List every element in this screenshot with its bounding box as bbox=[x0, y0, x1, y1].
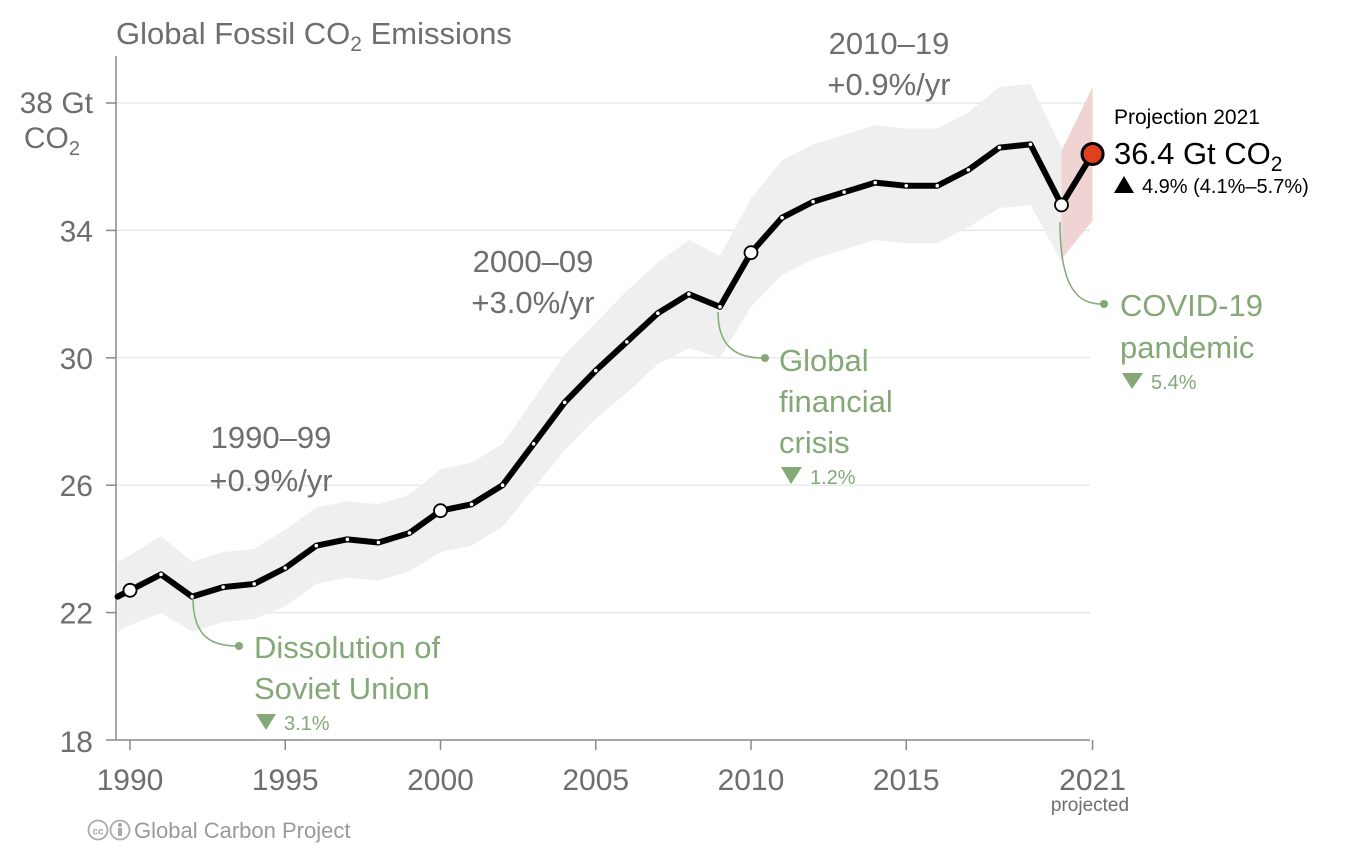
svg-text:COVID-19: COVID-19 bbox=[1120, 288, 1263, 323]
y-tick-label-22: 22 bbox=[60, 598, 93, 631]
y-axis-top-label: 38 Gt bbox=[20, 87, 94, 120]
data-point-1996 bbox=[314, 543, 319, 548]
period-annotation-1990s: 1990–99 +0.9%/yr bbox=[209, 420, 332, 498]
period-annotation-2010s: 2010–19 +0.9%/yr bbox=[827, 26, 950, 102]
data-point-2012 bbox=[811, 199, 815, 204]
y-tick-labels: 22 26 30 34 bbox=[60, 215, 93, 630]
svg-text:5.4%: 5.4% bbox=[1151, 372, 1197, 394]
x-tick-label-1995: 1995 bbox=[252, 764, 319, 797]
chart-title: Global Fossil CO2 Emissions bbox=[116, 16, 512, 56]
svg-text:2000–09: 2000–09 bbox=[473, 244, 594, 279]
event-covid-19: COVID-19 pandemic 5.4% bbox=[1059, 221, 1263, 394]
data-point-2017 bbox=[966, 168, 971, 172]
projection-label: Projection 2021 36.4 Gt CO2 4.9% (4.1%–5… bbox=[1114, 106, 1309, 198]
svg-text:+3.0%/yr: +3.0%/yr bbox=[471, 285, 594, 320]
svg-text:+0.9%/yr: +0.9%/yr bbox=[209, 463, 332, 498]
x-tick-label-2021: 2021 bbox=[1059, 764, 1126, 797]
data-point-highlight-2000 bbox=[433, 503, 448, 519]
data-point-2019 bbox=[1028, 142, 1033, 147]
uncertainty-band-area bbox=[117, 83, 1062, 632]
data-point-2005 bbox=[593, 368, 598, 373]
svg-text:1990–99: 1990–99 bbox=[211, 420, 332, 455]
svg-text:Soviet Union: Soviet Union bbox=[254, 671, 430, 706]
event-financial-crisis: Global financial crisis 1.2% bbox=[717, 311, 893, 489]
y-tick-label-34: 34 bbox=[60, 215, 93, 248]
y-tick-label-26: 26 bbox=[60, 470, 93, 503]
data-point-1994 bbox=[252, 582, 256, 586]
svg-text:2010–19: 2010–19 bbox=[829, 26, 950, 61]
svg-text:Dissolution of: Dissolution of bbox=[254, 630, 440, 665]
data-point-2006 bbox=[625, 340, 629, 344]
data-point-1999 bbox=[407, 531, 412, 535]
projection-band bbox=[1061, 87, 1093, 260]
data-point-2007 bbox=[656, 311, 660, 316]
svg-text:1.2%: 1.2% bbox=[810, 467, 856, 489]
by-attribution-icon bbox=[109, 819, 131, 841]
credit: cc Global Carbon Project bbox=[87, 818, 350, 843]
data-point-2009 bbox=[718, 305, 722, 309]
svg-text:financial: financial bbox=[779, 384, 893, 419]
x-tick-label-2010: 2010 bbox=[718, 764, 785, 797]
x-tick-labels: 1990 1995 2000 2005 2010 2015 2021 bbox=[97, 764, 1126, 797]
svg-text:+0.9%/yr: +0.9%/yr bbox=[827, 67, 950, 102]
data-point-1991 bbox=[159, 572, 163, 577]
data-point-1997 bbox=[345, 537, 350, 542]
data-point-2014 bbox=[873, 180, 877, 185]
svg-text:pandemic: pandemic bbox=[1120, 330, 1254, 365]
cc-icon: cc bbox=[87, 819, 109, 841]
data-point-2011 bbox=[780, 215, 784, 220]
up-triangle-icon bbox=[1114, 176, 1134, 193]
projected-label: projected bbox=[1051, 795, 1129, 816]
svg-text:Global Carbon Project: Global Carbon Project bbox=[134, 818, 350, 843]
data-points bbox=[122, 141, 1105, 599]
period-annotation-2000s: 2000–09 +3.0%/yr bbox=[471, 244, 594, 320]
data-point-1998 bbox=[376, 540, 381, 545]
svg-text:crisis: crisis bbox=[779, 425, 850, 460]
down-triangle-icon bbox=[256, 714, 276, 730]
projection-point-2021 bbox=[1080, 141, 1105, 166]
projection-band-area bbox=[1061, 87, 1093, 260]
data-point-2015 bbox=[904, 184, 909, 188]
x-tick-label-2000: 2000 bbox=[407, 764, 474, 797]
data-point-2002 bbox=[500, 483, 505, 488]
down-triangle-icon bbox=[781, 467, 802, 484]
data-point-highlight-2020 bbox=[1054, 197, 1069, 213]
y-tick-label-30: 30 bbox=[60, 343, 93, 376]
data-point-2018 bbox=[997, 145, 1002, 150]
svg-text:3.1%: 3.1% bbox=[284, 713, 330, 735]
y-axis-unit-label: CO2 bbox=[24, 122, 80, 160]
data-point-2004 bbox=[562, 400, 567, 405]
event-soviet-union: Dissolution of Soviet Union 3.1% bbox=[192, 597, 440, 735]
svg-text:4.9% (4.1%–5.7%): 4.9% (4.1%–5.7%) bbox=[1142, 176, 1309, 198]
x-tick-label-2015: 2015 bbox=[873, 764, 940, 797]
svg-text:Projection 2021: Projection 2021 bbox=[1114, 106, 1260, 129]
data-point-2003 bbox=[531, 441, 536, 446]
data-point-1995 bbox=[283, 566, 288, 570]
data-point-highlight-1990 bbox=[122, 582, 138, 598]
y-tick-label-bottom: 18 bbox=[60, 726, 93, 759]
x-tick-label-2005: 2005 bbox=[562, 764, 629, 797]
axes bbox=[106, 56, 1094, 750]
data-point-2008 bbox=[687, 292, 691, 296]
data-point-2001 bbox=[469, 502, 474, 507]
data-point-highlight-2010 bbox=[743, 245, 759, 261]
data-point-1993 bbox=[221, 585, 225, 589]
down-triangle-icon bbox=[1122, 373, 1143, 389]
data-point-2016 bbox=[935, 184, 940, 188]
svg-text:36.4 Gt CO2: 36.4 Gt CO2 bbox=[1114, 136, 1282, 176]
svg-text:cc: cc bbox=[92, 827, 104, 838]
data-point-2013 bbox=[842, 190, 846, 194]
svg-text:Global: Global bbox=[779, 343, 869, 378]
data-point-1992 bbox=[190, 594, 194, 599]
x-tick-label-1990: 1990 bbox=[97, 764, 164, 797]
uncertainty-band bbox=[117, 83, 1062, 632]
